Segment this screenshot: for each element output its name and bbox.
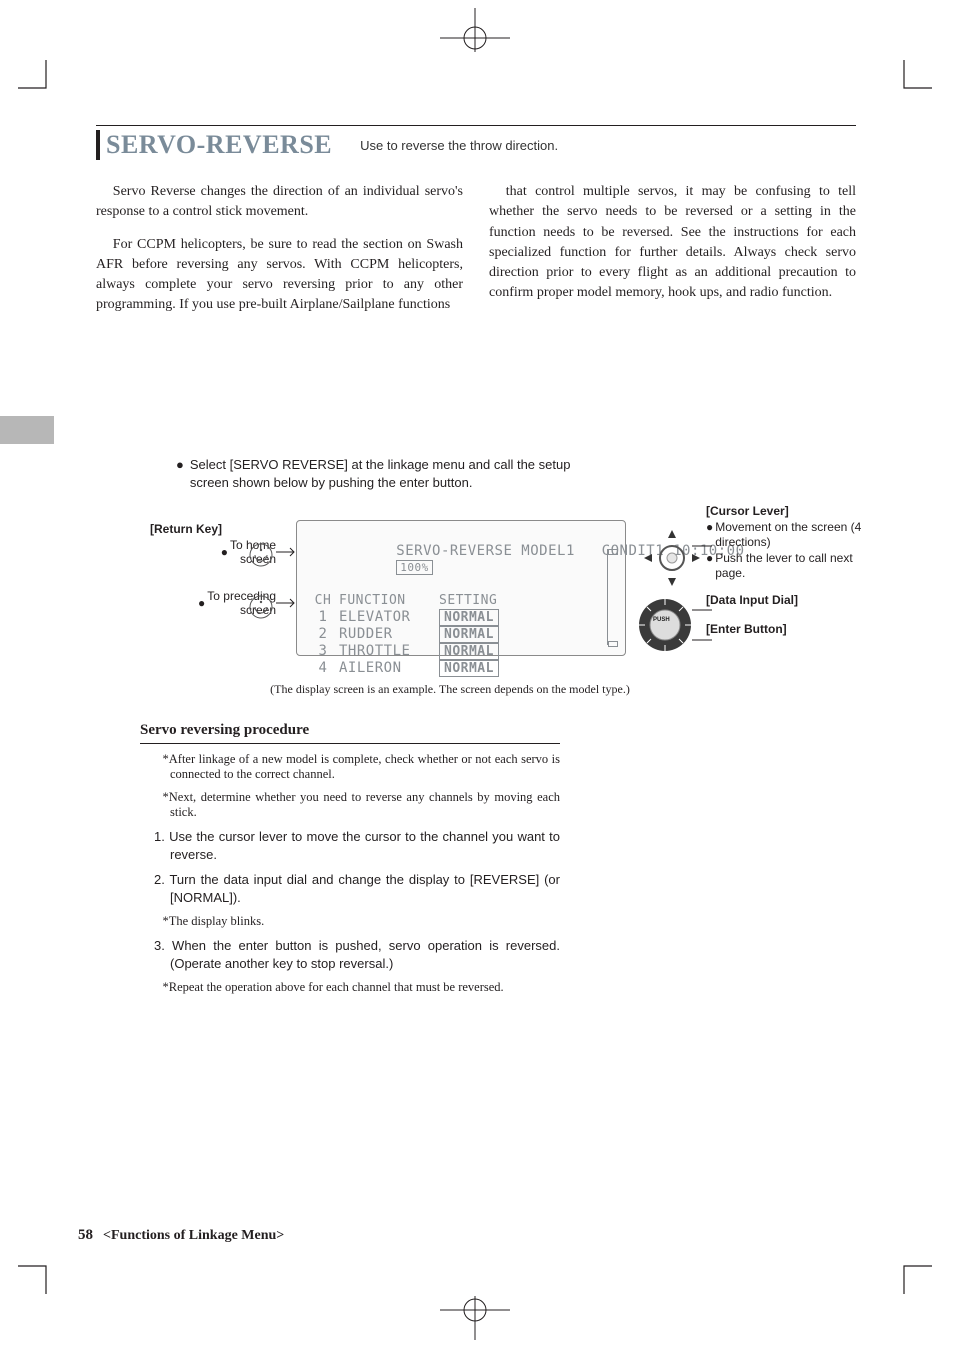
bullet-icon: ● (221, 545, 228, 559)
data-input-dial-icon (636, 596, 694, 654)
bullet-icon: ● (176, 456, 184, 491)
lcd-scrollbar (607, 549, 617, 645)
lcd-ch: 4 (307, 660, 339, 676)
lcd-fn: ELEVATOR (339, 609, 439, 625)
procedure-step: 2. Turn the data input dial and change t… (170, 871, 560, 906)
lcd-setting: NORMAL (439, 660, 499, 677)
crop-corner-br (890, 1252, 932, 1294)
cursor-lever-icon (642, 528, 702, 588)
content-region: SERVO-REVERSE Use to reverse the throw d… (96, 125, 856, 328)
page-number: 58 (78, 1227, 93, 1243)
enter-button-title: [Enter Button] (706, 622, 876, 637)
top-rule (96, 125, 856, 126)
lcd-column-headers: CH FUNCTION SETTING (307, 593, 615, 608)
lcd-setting: NORMAL (439, 609, 499, 626)
footer: 58 <Functions of Linkage Menu> (78, 1226, 284, 1244)
return-key-labels: [Return Key] ● To home screen ● To prece… (150, 522, 300, 620)
procedure-step: 1. Use the cursor lever to move the curs… (170, 828, 560, 863)
procedure-heading: Servo reversing procedure (140, 722, 560, 739)
instruction-block: ● Select [SERVO REVERSE] at the linkage … (176, 456, 606, 491)
return-key-back-icon (248, 594, 274, 620)
lcd-fn: AILERON (339, 660, 439, 676)
instruction-text: Select [SERVO REVERSE] at the linkage me… (190, 456, 606, 491)
body-para: For CCPM helicopters, be sure to read th… (96, 235, 463, 316)
lcd-ch: 1 (307, 609, 339, 625)
side-tab (0, 416, 54, 444)
diagram-area: [Return Key] ● To home screen ● To prece… (96, 520, 876, 680)
crop-corner-tl (18, 60, 60, 102)
lcd-row: 1 ELEVATOR NORMAL (307, 609, 615, 625)
procedure-note: *After linkage of a new model is complet… (170, 752, 560, 782)
cursor-lever-title: [Cursor Lever] (706, 504, 876, 519)
body-para: that control multiple servos, it may be … (489, 182, 856, 304)
procedure-step: 3. When the enter button is pushed, serv… (170, 937, 560, 972)
procedure-block: Servo reversing procedure *After linkage… (140, 722, 560, 1003)
lcd-scroll-down-icon (608, 641, 618, 647)
lcd-battery: 100% (396, 560, 433, 575)
body-columns: Servo Reverse changes the direction of a… (96, 182, 856, 328)
leader-line (692, 636, 712, 644)
procedure-note: *The display blinks. (170, 914, 560, 929)
lcd-caption: (The display screen is an example. The s… (200, 682, 700, 697)
return-key-home-icon (248, 542, 274, 568)
crop-mark-bottom (420, 1296, 530, 1340)
lcd-screen: SERVO-REVERSE MODEL1 CONDIT1 10:10:00 10… (296, 520, 626, 656)
lcd-ch: 3 (307, 643, 339, 659)
body-para: Servo Reverse changes the direction of a… (96, 182, 463, 223)
bullet-icon: ● (706, 551, 713, 581)
header-row: SERVO-REVERSE Use to reverse the throw d… (96, 130, 856, 160)
crop-mark-top (420, 8, 530, 52)
lcd-head-set: SETTING (439, 593, 539, 608)
crop-corner-tr (890, 60, 932, 102)
title-box: SERVO-REVERSE (96, 130, 332, 160)
lcd-row: 2 RUDDER NORMAL (307, 626, 615, 642)
body-col-left: Servo Reverse changes the direction of a… (96, 182, 463, 328)
lcd-row: 4 AILERON NORMAL (307, 660, 615, 676)
bullet-icon: ● (198, 596, 205, 610)
cursor-note-2: Push the lever to call next page. (715, 551, 876, 581)
page-title: SERVO-REVERSE (106, 130, 332, 159)
footer-text: <Functions of Linkage Menu> (103, 1228, 284, 1243)
lcd-setting: NORMAL (439, 626, 499, 643)
bullet-icon: ● (706, 520, 713, 550)
lcd-head-fn: FUNCTION (339, 593, 439, 608)
lcd-row: 3 THROTTLE NORMAL (307, 643, 615, 659)
procedure-note: *Next, determine whether you need to rev… (170, 790, 560, 820)
page-subtitle: Use to reverse the throw direction. (360, 138, 558, 153)
lcd-setting: NORMAL (439, 643, 499, 660)
procedure-note: *Repeat the operation above for each cha… (170, 980, 560, 995)
body-col-right: that control multiple servos, it may be … (489, 182, 856, 328)
right-labels: [Cursor Lever] ●Movement on the screen (… (706, 504, 876, 637)
procedure-rule (140, 743, 560, 744)
lcd-head-ch: CH (307, 593, 339, 608)
cursor-note-1: Movement on the screen (4 directions) (715, 520, 876, 550)
lcd-fn: RUDDER (339, 626, 439, 642)
page: SERVO-REVERSE Use to reverse the throw d… (0, 0, 954, 1350)
data-dial-title: [Data Input Dial] (706, 593, 876, 608)
lcd-ch: 2 (307, 626, 339, 642)
dial-push-label: PUSH (653, 617, 670, 623)
crop-corner-bl (18, 1252, 60, 1294)
return-key-title: [Return Key] (150, 522, 300, 536)
lcd-fn: THROTTLE (339, 643, 439, 659)
